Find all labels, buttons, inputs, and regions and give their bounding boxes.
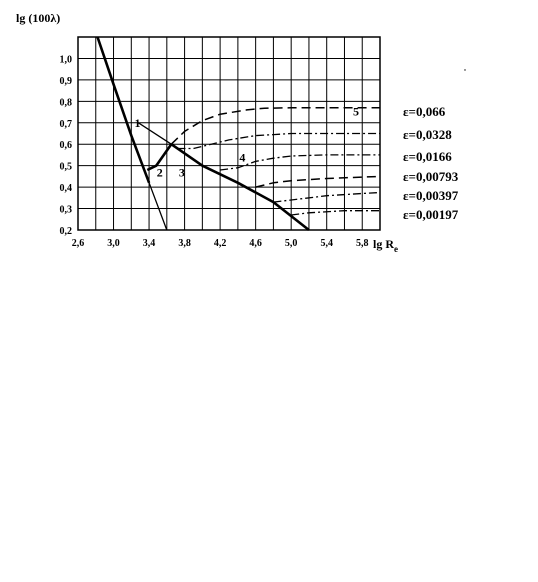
series-line: [138, 122, 172, 145]
y-tick-label: 0,4: [60, 183, 73, 194]
x-tick-label: 3,8: [178, 238, 191, 249]
x-axis-ticks: 2,6 3,0 3,4 3,8 4,2 4,6 5,0 5,4 5,8: [72, 238, 369, 249]
x-tick-label: 4,2: [214, 238, 227, 249]
y-tick-label: 0,2: [60, 226, 73, 237]
series-line: [273, 191, 381, 203]
curve-number-labels: 1 2 3 4 5: [135, 104, 360, 179]
legend-entry: ε=0,0328: [403, 127, 452, 142]
series-line: [112, 83, 168, 231]
legend-entry: ε=0,00793: [403, 169, 459, 184]
curve-number-label: 5: [353, 104, 359, 118]
y-tick-label: 0,5: [60, 162, 73, 173]
legend-entry: ε=0,0166: [403, 149, 452, 164]
legend-entry: ε=0,066: [403, 104, 446, 119]
grid: [77, 36, 381, 231]
curve-number-label: 1: [135, 116, 141, 130]
x-tick-label: 5,0: [285, 238, 298, 249]
series-line: [177, 132, 380, 150]
x-tick-label: 3,4: [143, 238, 156, 249]
x-axis-title-subscript: e: [394, 244, 398, 254]
series-line: [255, 175, 381, 188]
x-axis-title: lg Re: [373, 237, 398, 254]
stray-dot: [464, 69, 466, 71]
x-tick-label: 5,8: [356, 238, 369, 249]
y-tick-label: 0,6: [60, 140, 73, 151]
series-line: [146, 143, 173, 172]
series-line: [170, 107, 380, 145]
x-axis-title-main: lg R: [373, 237, 394, 251]
series-group: [96, 36, 381, 232]
legend-entry: ε=0,00197: [403, 207, 459, 222]
y-axis-ticks: 0,2 0,3 0,4 0,5 0,6 0,7 0,8 0,9 1,0: [60, 54, 73, 237]
series-line: [220, 154, 380, 171]
curve-number-label: 4: [239, 150, 245, 164]
y-tick-label: 0,7: [60, 119, 73, 130]
x-tick-label: 4,6: [249, 238, 262, 249]
legend-entry: ε=0,00397: [403, 188, 459, 203]
series-line: [170, 143, 310, 232]
y-tick-label: 1,0: [60, 54, 73, 65]
x-tick-label: 5,4: [320, 238, 333, 249]
y-axis-title: lg (100λ): [16, 11, 60, 25]
x-tick-label: 2,6: [72, 238, 85, 249]
y-tick-label: 0,9: [60, 76, 73, 87]
series-line: [291, 210, 380, 216]
plot-frame: [77, 36, 381, 231]
legend: ε=0,066 ε=0,0328 ε=0,0166 ε=0,00793 ε=0,0039…: [403, 104, 459, 222]
y-tick-label: 0,8: [60, 97, 73, 108]
curve-number-label: 3: [179, 165, 185, 179]
curve-number-label: 2: [157, 165, 163, 179]
x-tick-label: 3,0: [107, 238, 120, 249]
y-tick-label: 0,3: [60, 205, 73, 216]
